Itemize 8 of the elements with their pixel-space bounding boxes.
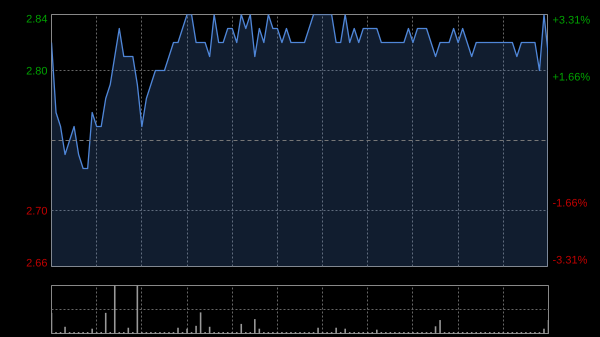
- y2-tick-label: +1.66%: [552, 71, 590, 84]
- y-tick-label: 2.80: [26, 66, 48, 78]
- y-tick-label: 2.70: [26, 206, 48, 218]
- y2-tick-label: +3.31%: [552, 14, 590, 26]
- y2-tick-label: -1.66%: [552, 198, 588, 210]
- y-tick-label: 2.66: [26, 258, 48, 270]
- y2-tick-label: -3.31%: [552, 254, 588, 266]
- y-tick-label: 2.84: [26, 14, 48, 26]
